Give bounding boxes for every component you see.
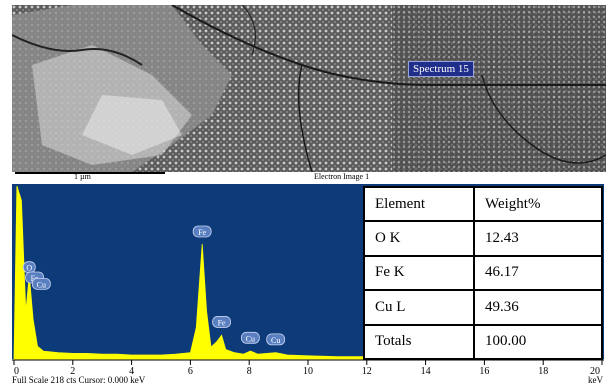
table-cell: 46.17 bbox=[473, 254, 603, 292]
svg-text:Cu: Cu bbox=[246, 334, 255, 343]
peak-label: Cu bbox=[266, 333, 286, 346]
svg-text:Cu: Cu bbox=[271, 336, 280, 345]
table-cell: 12.43 bbox=[473, 220, 603, 257]
chart-footer: Full Scale 218 cts Cursor: 0.000 keV bbox=[12, 375, 146, 385]
weight-table: Element Weight% O K 12.43 Fe K 46.17 Cu … bbox=[363, 185, 603, 361]
peak-label: Cu bbox=[240, 331, 260, 344]
peak-label: Fe bbox=[212, 316, 231, 328]
image-label: Electron Image 1 bbox=[314, 172, 370, 181]
x-tick-label: 18 bbox=[538, 366, 548, 377]
x-axis-label: keV bbox=[588, 375, 603, 385]
x-tick-label: 10 bbox=[303, 366, 313, 377]
sem-caption-bar: 1 µm Electron Image 1 bbox=[12, 172, 606, 182]
peak-label: Fe bbox=[192, 225, 212, 238]
x-tick-label: 20 bbox=[590, 366, 600, 377]
x-tick-label: 0 bbox=[14, 366, 19, 377]
table-cell: Cu L bbox=[363, 289, 475, 326]
header-cell: Element bbox=[363, 185, 475, 223]
x-tick-label: 8 bbox=[247, 366, 252, 377]
table-cell: 49.36 bbox=[473, 289, 603, 326]
scale-label: 1 µm bbox=[74, 172, 91, 181]
table-cell: Fe K bbox=[363, 254, 475, 292]
svg-text:O: O bbox=[26, 264, 32, 273]
table-row: Cu L 49.36 bbox=[363, 289, 603, 326]
peak-label: Cu bbox=[31, 277, 51, 290]
peak-label: O bbox=[22, 261, 36, 274]
spectrum-marker-label: Spectrum 15 bbox=[408, 61, 474, 77]
svg-text:Fe: Fe bbox=[31, 274, 39, 283]
x-tick-label: 6 bbox=[188, 366, 193, 377]
table-row: Totals 100.00 bbox=[363, 323, 603, 361]
x-tick-label: 14 bbox=[421, 366, 431, 377]
table-row: Fe K 46.17 bbox=[363, 254, 603, 292]
x-tick-label: 4 bbox=[129, 366, 134, 377]
scale-bar bbox=[15, 172, 165, 174]
x-tick-label: 16 bbox=[479, 366, 489, 377]
svg-text:Cu: Cu bbox=[37, 280, 46, 289]
sem-image: Spectrum 15 bbox=[12, 5, 606, 172]
x-tick-label: 2 bbox=[70, 366, 75, 377]
table-header-row: Element Weight% bbox=[363, 185, 603, 223]
svg-text:Fe: Fe bbox=[218, 318, 226, 327]
svg-text:Fe: Fe bbox=[198, 228, 206, 237]
header-cell: Weight% bbox=[473, 185, 603, 223]
x-tick-label: 12 bbox=[362, 366, 372, 377]
table-cell: O K bbox=[363, 220, 475, 257]
table-row: O K 12.43 bbox=[363, 220, 603, 257]
table-cell: Totals bbox=[363, 323, 475, 361]
table-cell: 100.00 bbox=[473, 323, 603, 361]
sem-texture bbox=[12, 5, 606, 172]
